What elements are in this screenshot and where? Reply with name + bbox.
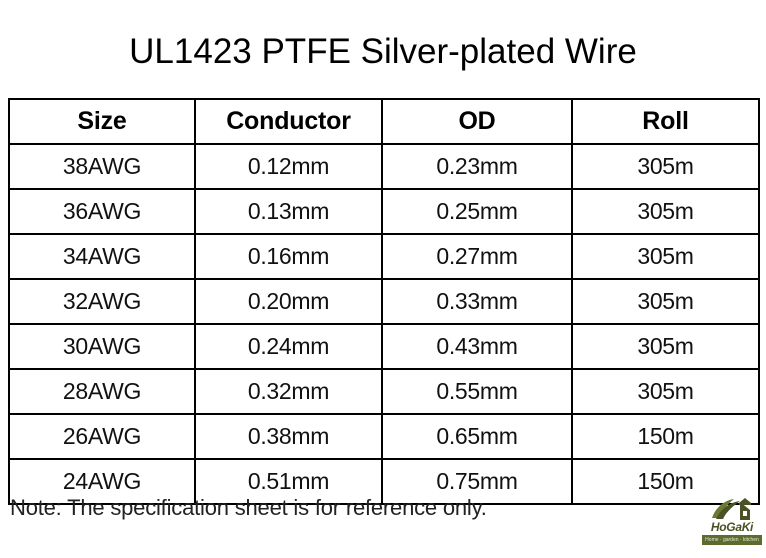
cell-roll: 305m xyxy=(571,368,760,415)
cell-od: 0.43mm xyxy=(381,323,573,370)
column-header-od: OD xyxy=(381,98,573,145)
logo-wordmark: HoGaKi xyxy=(710,520,754,534)
logo-tagline: Home · garden · kitchen xyxy=(702,535,762,545)
leaf-house-icon xyxy=(710,496,754,522)
column-header-size: Size xyxy=(8,98,196,145)
cell-size: 30AWG xyxy=(8,323,196,370)
cell-size: 34AWG xyxy=(8,233,196,280)
cell-od: 0.27mm xyxy=(381,233,573,280)
table-row: 24AWG 0.51mm 0.75mm 150m xyxy=(8,458,760,505)
table-header: Size Conductor OD Roll xyxy=(8,98,760,145)
cell-size: 28AWG xyxy=(8,368,196,415)
table-row: 38AWG 0.12mm 0.23mm 305m xyxy=(8,143,760,190)
specification-table: Size Conductor OD Roll 38AWG 0.12mm 0.23… xyxy=(8,98,760,505)
cell-conductor: 0.24mm xyxy=(194,323,383,370)
cell-conductor: 0.20mm xyxy=(194,278,383,325)
cell-conductor: 0.38mm xyxy=(194,413,383,460)
table-header-row: Size Conductor OD Roll xyxy=(8,98,760,145)
cell-od: 0.25mm xyxy=(381,188,573,235)
cell-roll: 305m xyxy=(571,143,760,190)
cell-size: 26AWG xyxy=(8,413,196,460)
cell-od: 0.75mm xyxy=(381,458,573,505)
cell-conductor: 0.13mm xyxy=(194,188,383,235)
table-row: 32AWG 0.20mm 0.33mm 305m xyxy=(8,278,760,325)
table-row: 26AWG 0.38mm 0.65mm 150m xyxy=(8,413,760,460)
page-title: UL1423 PTFE Silver-plated Wire xyxy=(129,32,637,71)
cell-size: 36AWG xyxy=(8,188,196,235)
cell-size: 38AWG xyxy=(8,143,196,190)
cell-conductor: 0.51mm xyxy=(194,458,383,505)
cell-od: 0.55mm xyxy=(381,368,573,415)
cell-od: 0.33mm xyxy=(381,278,573,325)
cell-size: 32AWG xyxy=(8,278,196,325)
cell-roll: 305m xyxy=(571,323,760,370)
column-header-roll: Roll xyxy=(571,98,760,145)
cell-conductor: 0.16mm xyxy=(194,233,383,280)
cell-roll: 305m xyxy=(571,278,760,325)
cell-roll: 150m xyxy=(571,413,760,460)
cell-size: 24AWG xyxy=(8,458,196,505)
cell-conductor: 0.32mm xyxy=(194,368,383,415)
table-row: 36AWG 0.13mm 0.25mm 305m xyxy=(8,188,760,235)
cell-roll: 305m xyxy=(571,233,760,280)
cell-roll: 305m xyxy=(571,188,760,235)
cell-roll: 150m xyxy=(571,458,760,505)
table-row: 28AWG 0.32mm 0.55mm 305m xyxy=(8,368,760,415)
table-row: 30AWG 0.24mm 0.43mm 305m xyxy=(8,323,760,370)
disclaimer-note: Note: The specification sheet is for ref… xyxy=(10,495,487,520)
cell-od: 0.23mm xyxy=(381,143,573,190)
brand-logo: HoGaKi Home · garden · kitchen xyxy=(702,496,762,550)
table-row: 34AWG 0.16mm 0.27mm 305m xyxy=(8,233,760,280)
cell-conductor: 0.12mm xyxy=(194,143,383,190)
column-header-conductor: Conductor xyxy=(194,98,383,145)
cell-od: 0.65mm xyxy=(381,413,573,460)
table-body: 38AWG 0.12mm 0.23mm 305m 36AWG 0.13mm 0.… xyxy=(8,143,760,505)
